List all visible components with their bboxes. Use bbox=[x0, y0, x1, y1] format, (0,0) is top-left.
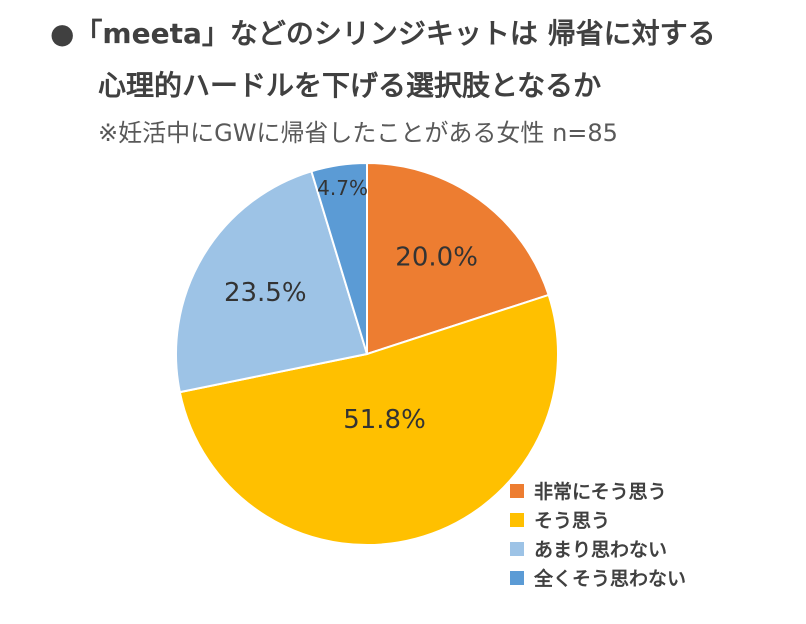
pie-slice-4 bbox=[310, 161, 368, 355]
legend-label-3: あまり思わない bbox=[534, 539, 668, 561]
title-line-2: 心理的ハードルを下げる選択肢となるか bbox=[98, 69, 602, 102]
legend-item-1: 非常にそう思う bbox=[510, 476, 686, 505]
legend-label-4: 全くそう思わない bbox=[534, 568, 687, 590]
pie-slice-1 bbox=[366, 161, 550, 356]
legend-label-2: そう思う bbox=[534, 510, 611, 532]
pie-label-1: 20.0% bbox=[395, 243, 478, 273]
chart-subtitle: ※妊活中にGWに帰省したことがある女性 n=85 bbox=[98, 119, 618, 147]
legend-swatch-4 bbox=[510, 570, 524, 585]
pie-slices bbox=[175, 161, 559, 546]
pie-label-3: 23.5% bbox=[224, 278, 307, 308]
legend-swatch-1 bbox=[510, 483, 524, 498]
pie-slice-2 bbox=[178, 293, 559, 546]
pie-label-4: 4.7% bbox=[317, 176, 368, 200]
title-line-1: ●「meeta」などのシリンジキットは 帰省に対する bbox=[50, 17, 716, 50]
pie-data-labels: 20.0% 51.8% 23.5% 4.7% bbox=[224, 176, 478, 435]
legend-swatch-3 bbox=[510, 541, 524, 556]
pie-label-2: 51.8% bbox=[343, 405, 426, 435]
legend-label-1: 非常にそう思う bbox=[534, 481, 667, 503]
legend-item-4: 全くそう思わない bbox=[510, 563, 686, 592]
legend-item-2: そう思う bbox=[510, 505, 686, 534]
legend: 非常にそう思う そう思うあまり思わない 全くそう思わない bbox=[510, 476, 686, 592]
legend-swatch-2 bbox=[510, 512, 524, 527]
chart-title: ●「meeta」などのシリンジキットは 帰省に対する 心理的ハードルを下げる選択… bbox=[50, 14, 790, 106]
pie-slice-3 bbox=[175, 170, 369, 394]
legend-item-3: あまり思わない bbox=[510, 534, 686, 563]
